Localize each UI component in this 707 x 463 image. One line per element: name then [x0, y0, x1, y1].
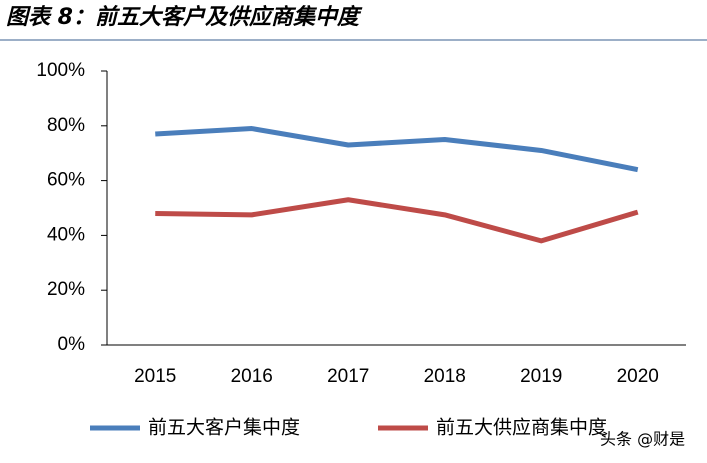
chart-title: 图表 8：前五大客户及供应商集中度: [6, 4, 363, 30]
series-line: [155, 126, 639, 173]
watermark: 头条 @财是: [600, 430, 685, 449]
y-tick-label: 20%: [47, 279, 85, 300]
y-tick-label: 80%: [47, 115, 85, 136]
x-tick-label: 2016: [231, 366, 273, 387]
y-tick-label: 0%: [58, 334, 86, 355]
y-tick-label: 100%: [36, 60, 85, 81]
x-tick-label: 2015: [134, 366, 176, 387]
x-tick-label: 2019: [520, 366, 562, 387]
x-tick-label: 2020: [617, 366, 659, 387]
series-line: [155, 197, 639, 244]
y-tick-label: 60%: [47, 170, 85, 191]
x-tick-label: 2017: [327, 366, 369, 387]
legend-label: 前五大客户集中度: [148, 417, 300, 439]
y-tick-label: 40%: [47, 224, 85, 245]
legend-label: 前五大供应商集中度: [436, 417, 607, 439]
x-tick-label: 2018: [424, 366, 466, 387]
